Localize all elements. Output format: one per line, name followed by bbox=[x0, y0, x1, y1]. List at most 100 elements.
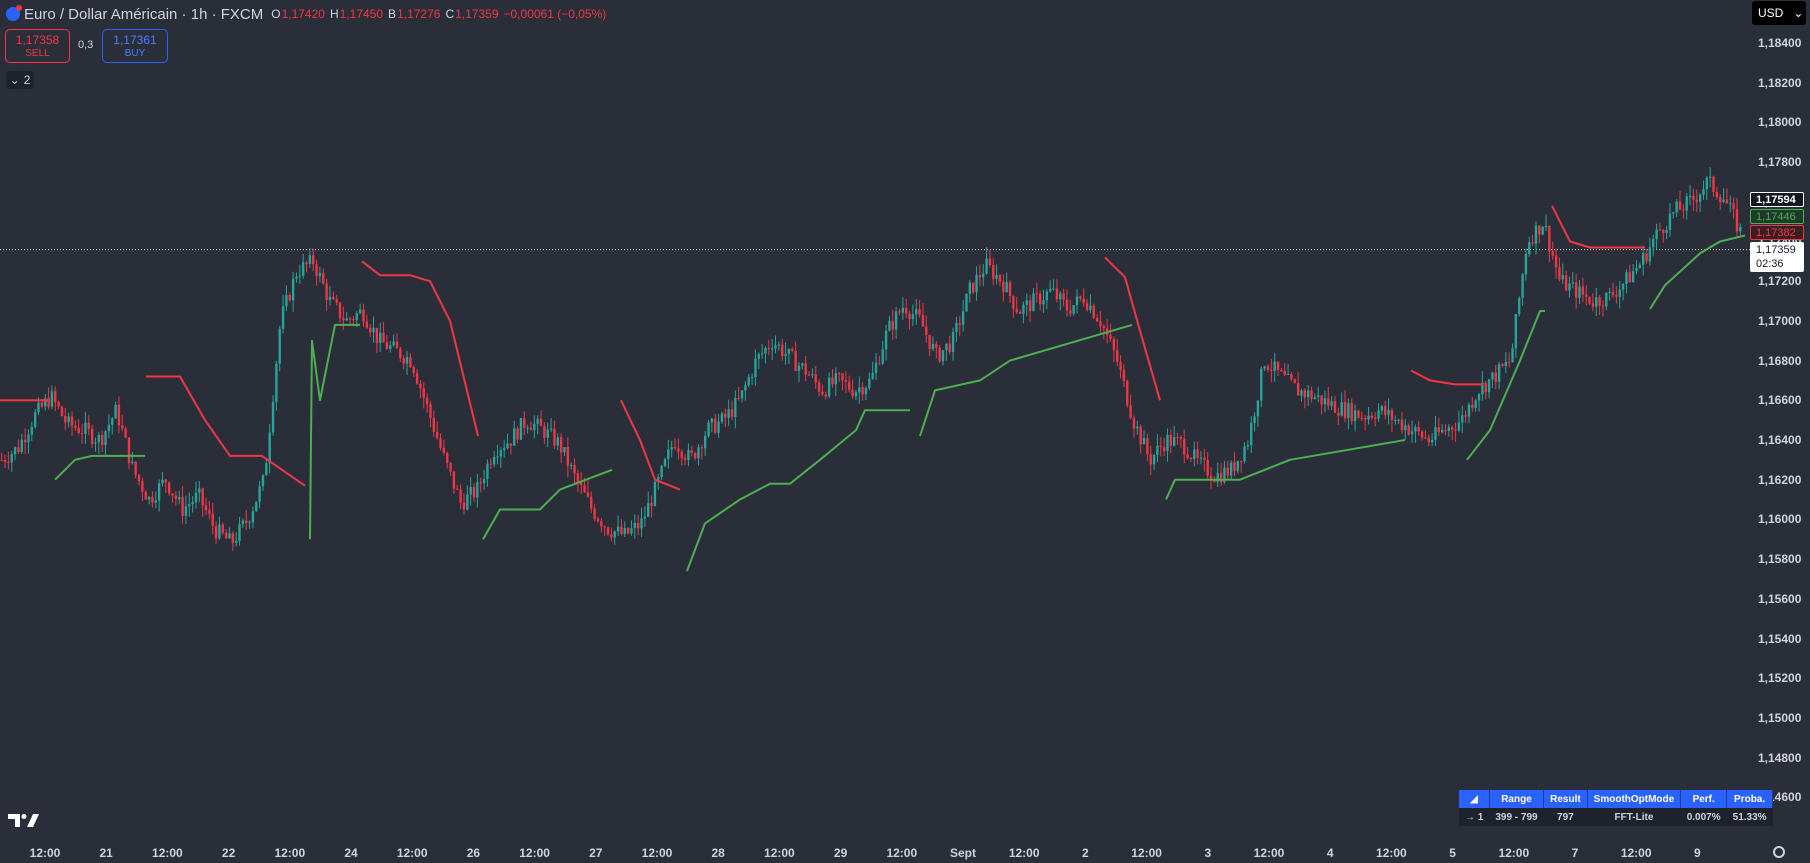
candle-body bbox=[1390, 410, 1394, 421]
table-cell: → 1 bbox=[1459, 808, 1490, 826]
candle-body bbox=[1129, 405, 1132, 418]
candle-body bbox=[1327, 398, 1330, 406]
candle-body bbox=[1286, 374, 1290, 376]
candle-body bbox=[47, 398, 50, 407]
sell-button[interactable]: 1,17358 SELL bbox=[5, 29, 70, 63]
candle-body bbox=[1243, 446, 1246, 462]
candle-body bbox=[1196, 449, 1199, 458]
candle-body bbox=[1487, 379, 1491, 393]
candle-body bbox=[683, 458, 687, 460]
candle-body bbox=[1159, 445, 1162, 447]
candle-body bbox=[7, 461, 10, 463]
candle-body bbox=[864, 387, 868, 395]
candle-body bbox=[1139, 426, 1142, 445]
candle-body bbox=[302, 262, 305, 276]
candle-body bbox=[358, 309, 362, 314]
candle-body bbox=[673, 447, 677, 449]
candle-body bbox=[1333, 401, 1337, 413]
candle-body bbox=[1571, 282, 1574, 284]
candle-body bbox=[285, 295, 288, 307]
candle-body bbox=[1099, 321, 1102, 327]
indicators-toggle[interactable]: ⌄ 2 bbox=[6, 71, 34, 89]
candle-body bbox=[817, 382, 821, 392]
last-price-label: 1,17359 02:36 bbox=[1750, 242, 1804, 272]
candle-body bbox=[1132, 417, 1136, 429]
currency-select[interactable]: USD ⌄ bbox=[1752, 1, 1806, 25]
trailing-stop-up-line bbox=[919, 323, 1133, 437]
candle-body bbox=[1142, 438, 1146, 445]
candle-body bbox=[563, 447, 566, 453]
candle-body bbox=[415, 372, 419, 384]
time-tick-label: 29 bbox=[833, 846, 848, 860]
candle-body bbox=[1092, 305, 1095, 318]
candle-body bbox=[727, 409, 730, 418]
candle-body bbox=[961, 311, 965, 325]
trailing-stop-up-line bbox=[309, 323, 360, 540]
candle-body bbox=[767, 348, 770, 350]
candle-body bbox=[1729, 203, 1732, 205]
time-tick-label: 12:00 bbox=[1376, 846, 1407, 860]
candle-body bbox=[288, 295, 291, 301]
candle-body bbox=[402, 358, 405, 364]
candle-body bbox=[1085, 303, 1089, 310]
candle-body bbox=[1270, 370, 1273, 372]
candle-body bbox=[580, 482, 583, 486]
candle-body bbox=[921, 314, 925, 327]
candle-body bbox=[1514, 314, 1518, 349]
candle-body bbox=[1337, 412, 1340, 416]
candle-body bbox=[841, 373, 844, 380]
candle-body bbox=[938, 347, 941, 362]
candle-body bbox=[409, 357, 412, 368]
trailing-stop-down-line bbox=[146, 375, 306, 487]
candle-body bbox=[797, 365, 801, 371]
candle-body bbox=[1350, 403, 1353, 421]
price-label-green: 1,17446 bbox=[1750, 209, 1804, 224]
candle-body bbox=[704, 435, 707, 449]
candle-body bbox=[372, 327, 375, 333]
candle-body bbox=[1206, 459, 1209, 476]
candle-body bbox=[439, 438, 442, 448]
candle-body bbox=[1176, 436, 1179, 438]
price-tick-label: 1,16400 bbox=[1758, 433, 1802, 447]
candle-body bbox=[214, 525, 218, 539]
candle-body bbox=[1075, 296, 1079, 306]
candle-body bbox=[432, 417, 435, 432]
candle-body bbox=[479, 482, 482, 484]
candle-body bbox=[1430, 439, 1434, 443]
candle-body bbox=[295, 276, 298, 279]
candle-body bbox=[141, 481, 144, 492]
tradingview-logo-icon[interactable] bbox=[8, 812, 40, 828]
symbol-title[interactable]: Euro / Dollar Américain · 1h · FXCM bbox=[24, 5, 264, 23]
table-row: → 1 399 - 799 797 FFT-Lite 0.007% 51.33% bbox=[1459, 808, 1773, 826]
candle-body bbox=[201, 488, 204, 506]
candle-body bbox=[442, 447, 446, 453]
candle-body bbox=[1384, 406, 1387, 415]
candle-body bbox=[322, 272, 325, 284]
candle-body bbox=[1193, 449, 1196, 459]
candle-body bbox=[1183, 439, 1186, 455]
candle-body bbox=[1635, 267, 1638, 272]
time-tick-label: 12:00 bbox=[1253, 846, 1285, 860]
buy-button[interactable]: 1,17361 BUY bbox=[102, 29, 168, 63]
trailing-stop-up-line bbox=[1165, 439, 1406, 500]
candle-body bbox=[1072, 305, 1075, 314]
candle-body bbox=[1447, 427, 1451, 431]
candle-body bbox=[1055, 288, 1059, 300]
optimization-table: ◢ Range Result SmoothOptMode Perf. Proba… bbox=[1459, 790, 1774, 826]
candle-body bbox=[861, 387, 864, 395]
price-tick-label: 1,14800 bbox=[1758, 750, 1802, 765]
candle-body bbox=[1323, 398, 1327, 405]
candle-body bbox=[533, 423, 536, 431]
candle-body bbox=[365, 321, 368, 328]
indicator-count: 2 bbox=[23, 73, 31, 87]
gear-icon[interactable] bbox=[1773, 846, 1785, 858]
candle-body bbox=[868, 378, 871, 388]
candle-body bbox=[318, 272, 322, 276]
candle-body bbox=[54, 391, 57, 402]
candle-body bbox=[884, 330, 888, 350]
candle-body bbox=[1112, 338, 1116, 351]
candle-body bbox=[888, 320, 891, 331]
candle-body bbox=[1548, 225, 1551, 252]
candle-body bbox=[77, 427, 80, 433]
